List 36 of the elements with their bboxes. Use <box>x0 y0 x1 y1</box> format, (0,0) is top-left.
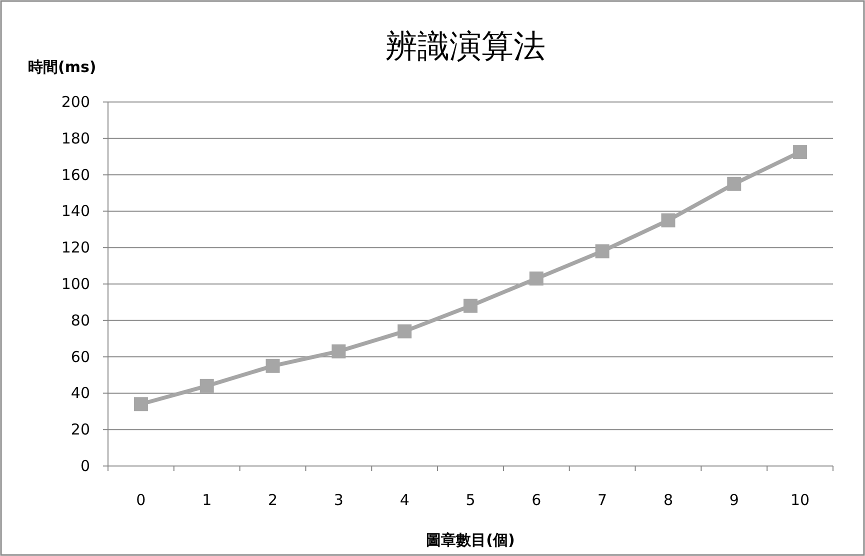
point <box>200 378 214 393</box>
point <box>266 358 280 373</box>
x-axis-title: 圖章數目(個) <box>426 531 515 549</box>
point <box>134 397 148 412</box>
x-tick-label: 8 <box>663 491 673 509</box>
y-tick-label: 200 <box>61 93 90 111</box>
x-tick-label: 6 <box>532 491 542 509</box>
x-tick-label: 0 <box>136 491 146 509</box>
point <box>332 344 346 358</box>
point <box>793 145 808 160</box>
x-tick-label: 9 <box>729 491 739 509</box>
y-tick-label: 60 <box>70 348 90 366</box>
y-tick-label: 20 <box>70 420 90 439</box>
x-tick-label: 2 <box>268 491 278 509</box>
y-tick-label: 140 <box>61 202 90 220</box>
point <box>529 272 544 286</box>
y-tick-label: 80 <box>70 311 90 330</box>
chart-title: 辨識演算法 <box>386 27 546 65</box>
x-tick-label: 4 <box>400 491 410 509</box>
y-tick-label: 40 <box>70 384 90 402</box>
x-tick-label: 3 <box>334 491 344 509</box>
x-tick-label: 10 <box>790 491 810 509</box>
y-tick-label: 100 <box>61 275 90 293</box>
y-tick-label: 180 <box>61 129 90 148</box>
point <box>727 176 742 191</box>
y-tick-label: 120 <box>61 238 90 257</box>
point <box>661 213 676 228</box>
point <box>398 324 412 338</box>
y-tick-label: 160 <box>61 166 90 184</box>
x-tick-label: 5 <box>466 491 476 509</box>
x-tick-label: 7 <box>598 491 608 509</box>
y-axis-title: 時間(ms) <box>28 58 96 76</box>
point <box>595 244 610 258</box>
point <box>464 298 478 313</box>
x-tick-label: 1 <box>202 491 212 509</box>
y-tick-label: 0 <box>80 457 90 475</box>
